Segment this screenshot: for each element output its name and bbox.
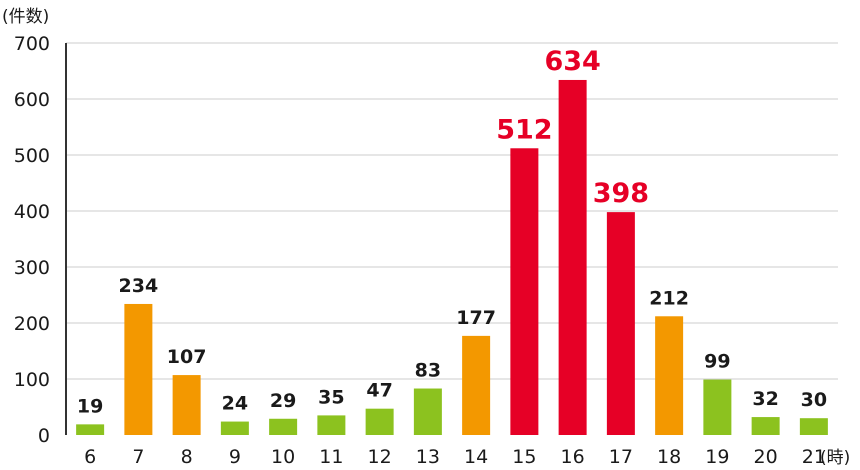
bar-13 — [413, 388, 442, 435]
x-tick-label: 8 — [181, 446, 193, 468]
data-label-7: 234 — [119, 275, 159, 297]
bar-14 — [462, 335, 491, 435]
bar-11 — [317, 415, 346, 435]
x-tick-label: 21 — [802, 446, 826, 468]
bar-7 — [124, 303, 153, 435]
x-tick-label: 20 — [754, 446, 778, 468]
data-label-16: 634 — [544, 46, 600, 77]
y-tick-label: 700 — [14, 33, 50, 55]
bar-17 — [606, 212, 635, 435]
bar-15 — [510, 148, 539, 435]
bar-18 — [655, 316, 684, 435]
y-tick-label: 200 — [14, 313, 50, 335]
x-tick-label: 18 — [657, 446, 681, 468]
data-label-13: 83 — [415, 360, 441, 382]
data-label-14: 177 — [456, 307, 496, 329]
bar-19 — [703, 379, 732, 435]
x-tick-label: 6 — [84, 446, 96, 468]
data-label-15: 512 — [496, 114, 552, 145]
bar-8 — [172, 375, 201, 435]
data-label-19: 99 — [704, 351, 730, 373]
data-label-9: 24 — [222, 393, 248, 415]
y-tick-label: 400 — [14, 201, 50, 223]
bar-16 — [558, 79, 587, 436]
gridlines — [66, 42, 838, 380]
bar-12 — [365, 408, 394, 435]
x-tick-label: 17 — [609, 446, 633, 468]
data-labels: 19 234 107 24 29 35 47 83 177 512 634 398 212 99 32 30 — [77, 46, 827, 417]
bar-6 — [76, 424, 105, 435]
y-axis-unit: (件数) — [2, 7, 49, 27]
x-tick-label: 11 — [319, 446, 343, 468]
x-tick-label: 9 — [229, 446, 241, 468]
data-label-17: 398 — [593, 178, 649, 209]
data-label-11: 35 — [318, 386, 344, 408]
data-label-21: 30 — [801, 389, 827, 411]
x-tick-label: 10 — [271, 446, 295, 468]
data-label-10: 29 — [270, 390, 296, 412]
y-tick-label: 0 — [38, 425, 50, 447]
x-tick-label: 16 — [561, 446, 585, 468]
y-tick-label: 500 — [14, 145, 50, 167]
x-tick-label: 13 — [416, 446, 440, 468]
y-tick-label: 300 — [14, 257, 50, 279]
y-tick-label: 100 — [14, 369, 50, 391]
y-tick-labels: 0 100 200 300 400 500 600 700 — [14, 33, 50, 447]
x-tick-label: 19 — [705, 446, 729, 468]
bar-20 — [751, 417, 780, 435]
data-label-18: 212 — [649, 287, 689, 309]
data-label-20: 32 — [752, 388, 778, 410]
x-axis-unit: (時) — [820, 448, 850, 468]
bar-10 — [269, 418, 298, 435]
bars — [76, 79, 828, 436]
x-tick-label: 12 — [368, 446, 392, 468]
data-label-12: 47 — [366, 380, 392, 402]
bar-21 — [799, 418, 828, 435]
bar-9 — [220, 421, 249, 435]
data-label-6: 19 — [77, 395, 103, 417]
x-tick-label: 15 — [512, 446, 536, 468]
data-label-8: 107 — [167, 346, 207, 368]
x-tick-label: 7 — [132, 446, 144, 468]
x-tick-label: 14 — [464, 446, 488, 468]
y-tick-label: 600 — [14, 89, 50, 111]
x-tick-labels: 6 7 8 9 10 11 12 13 14 15 16 17 18 19 20 21 — [84, 446, 826, 468]
